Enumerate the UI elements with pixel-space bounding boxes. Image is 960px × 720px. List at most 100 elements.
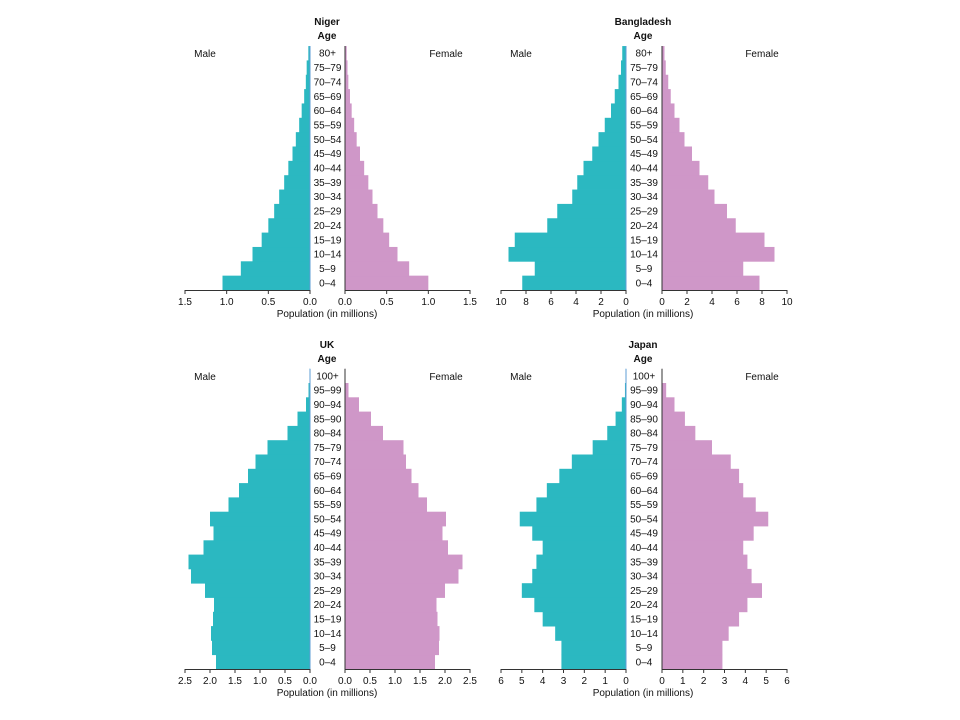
female-bar: [662, 383, 667, 398]
age-label: 60–64: [314, 106, 342, 117]
female-bar: [345, 425, 383, 441]
age-label: 70–74: [630, 77, 658, 88]
age-label: 65–69: [314, 471, 342, 482]
female-bar: [345, 411, 371, 427]
female-bar: [345, 454, 406, 470]
male-bar: [306, 60, 310, 76]
age-label: 30–34: [630, 572, 658, 583]
male-bar: [304, 89, 310, 104]
female-bar: [662, 60, 666, 76]
age-axis-header: Age: [318, 31, 337, 42]
male-label: Male: [510, 372, 532, 383]
male-bar: [532, 568, 626, 584]
age-label: 40–44: [314, 164, 342, 175]
age-label: 55–59: [314, 500, 342, 511]
male-bar: [268, 218, 310, 233]
age-label: 25–29: [630, 207, 658, 218]
male-bar: [561, 640, 626, 656]
male-bar: [228, 497, 310, 513]
age-label: 85–90: [314, 414, 342, 425]
male-bar: [624, 383, 626, 398]
age-label: 30–34: [314, 192, 342, 203]
female-bar: [345, 146, 360, 162]
age-label: 100+: [316, 371, 339, 382]
chart-title: Niger: [314, 17, 340, 28]
female-bar: [662, 611, 740, 627]
male-bar: [561, 654, 626, 670]
x-tick-label: 3: [722, 676, 728, 687]
male-bar: [203, 540, 310, 555]
male-bar: [292, 146, 310, 162]
female-bar: [662, 246, 775, 262]
female-bar: [345, 383, 349, 398]
male-bar: [522, 275, 626, 291]
male-bar: [577, 175, 626, 190]
x-tick-label: 1.0: [421, 297, 435, 308]
x-tick-label: 3: [561, 676, 567, 687]
x-tick-label: 2: [598, 297, 604, 308]
male-bar: [514, 232, 626, 248]
female-bar: [662, 497, 756, 513]
female-bar: [345, 74, 349, 90]
male-bar: [557, 203, 626, 219]
male-bar: [210, 511, 310, 527]
age-label: 25–29: [314, 207, 342, 218]
female-bar: [662, 397, 675, 412]
male-label: Male: [194, 49, 216, 60]
female-bar: [345, 203, 378, 219]
x-axis-label: Population (in millions): [277, 688, 378, 699]
female-bar: [345, 483, 419, 498]
age-label: 35–39: [630, 178, 658, 189]
x-axis-label: Population (in millions): [277, 309, 378, 320]
male-bar: [267, 440, 310, 455]
male-bar: [252, 246, 310, 262]
age-label: 5–9: [636, 264, 653, 275]
male-bar: [621, 60, 626, 76]
male-bar: [308, 383, 310, 398]
female-bar: [662, 583, 762, 598]
x-axis-label: Population (in millions): [593, 309, 694, 320]
age-label: 35–39: [314, 557, 342, 568]
female-bar: [662, 175, 709, 190]
chart-title: Bangladesh: [615, 17, 672, 28]
female-bar: [345, 526, 443, 541]
x-tick-label: 1.5: [228, 676, 242, 687]
female-bar: [662, 468, 740, 484]
male-bar: [188, 554, 310, 570]
male-bar: [305, 74, 310, 90]
x-tick-label: 0.5: [278, 676, 292, 687]
x-tick-label: 5: [763, 676, 769, 687]
age-axis-header: Age: [318, 354, 337, 365]
x-axis-label: Population (in millions): [593, 688, 694, 699]
age-label: 45–49: [630, 149, 658, 160]
age-label: 25–29: [314, 586, 342, 597]
male-bar: [288, 160, 310, 176]
age-label: 20–24: [630, 221, 658, 232]
age-label: 25–29: [630, 586, 658, 597]
female-bar: [662, 89, 671, 104]
female-bar: [345, 103, 352, 119]
female-bar: [345, 468, 412, 484]
female-bar: [662, 189, 715, 205]
x-tick-label: 2.0: [203, 676, 217, 687]
male-bar: [621, 397, 626, 412]
age-label: 60–64: [630, 106, 658, 117]
female-bar: [662, 425, 696, 441]
female-bar: [345, 611, 438, 627]
x-tick-label: 0.5: [380, 297, 394, 308]
age-label: 30–34: [630, 192, 658, 203]
age-label: 5–9: [319, 643, 336, 654]
male-bar: [519, 511, 626, 527]
age-label: 40–44: [314, 543, 342, 554]
x-tick-label: 1.0: [388, 676, 402, 687]
age-label: 40–44: [630, 164, 658, 175]
male-bar: [536, 497, 626, 513]
x-tick-label: 1.0: [220, 297, 234, 308]
male-bar: [222, 275, 310, 291]
female-bar: [662, 160, 700, 176]
age-label: 35–39: [630, 557, 658, 568]
age-label: 65–69: [630, 92, 658, 103]
female-bar: [662, 117, 680, 133]
age-label: 15–19: [630, 235, 658, 246]
